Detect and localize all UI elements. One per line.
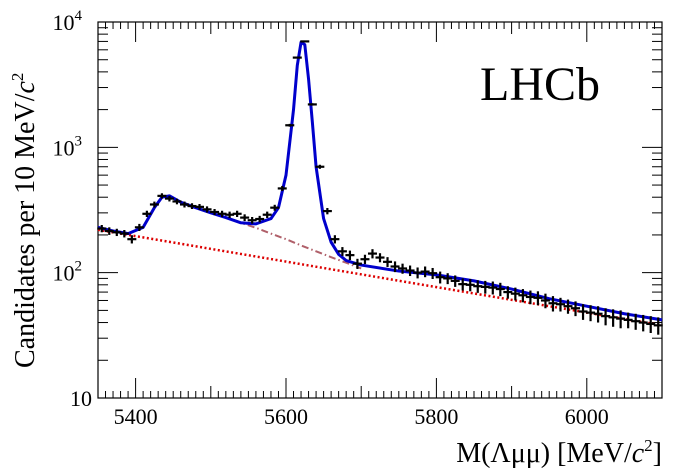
data-point: [315, 164, 325, 169]
data-point: [322, 208, 332, 215]
data-point: [420, 266, 430, 278]
data-point: [398, 263, 408, 274]
y-tick-labels: 10 102 103 104: [53, 8, 93, 411]
data-point: [127, 235, 137, 244]
data-point: [428, 267, 438, 280]
data-point: [330, 235, 340, 244]
data-point: [104, 227, 114, 235]
data-point: [352, 258, 362, 269]
data-point: [450, 275, 460, 287]
data-points: [97, 40, 663, 335]
data-point: [480, 280, 490, 294]
data-point: [255, 215, 265, 223]
x-tick-labels: 5400 5600 5800 6000: [114, 404, 609, 429]
y-tick-label: 102: [53, 259, 83, 286]
axis-ticks: [97, 22, 663, 399]
data-point: [202, 206, 212, 213]
data-point: [555, 297, 565, 312]
data-point: [495, 282, 505, 297]
data-point: [195, 204, 205, 210]
data-point: [157, 193, 167, 199]
data-point: [488, 281, 498, 295]
data-point: [435, 271, 445, 284]
data-point: [443, 273, 453, 285]
data-point: [458, 278, 468, 291]
data-point: [187, 203, 197, 210]
y-tick-label: 10: [70, 386, 92, 411]
x-tick-label: 5800: [414, 404, 458, 429]
data-point: [586, 305, 596, 322]
data-point: [134, 223, 144, 232]
data-point: [608, 309, 618, 327]
data-point: [616, 310, 626, 329]
data-point: [179, 201, 189, 208]
data-point: [503, 286, 513, 299]
data-point: [390, 261, 400, 273]
data-point: [367, 249, 377, 259]
data-point: [525, 290, 535, 305]
fit-curve-dotted: [97, 228, 663, 327]
data-point: [533, 291, 543, 306]
x-tick-label: 6000: [565, 404, 609, 429]
data-point: [97, 225, 107, 233]
data-point: [149, 201, 159, 208]
data-point: [210, 209, 220, 216]
data-point: [172, 198, 182, 205]
data-point: [601, 308, 611, 326]
x-tick-label: 5600: [264, 404, 308, 429]
data-point: [375, 253, 385, 263]
data-point: [262, 211, 272, 219]
y-tick-label: 103: [53, 133, 83, 160]
data-point: [646, 316, 656, 334]
data-point: [300, 40, 310, 43]
data-point: [465, 279, 475, 292]
data-point: [473, 280, 483, 293]
data-point: [112, 228, 122, 237]
data-point: [345, 250, 355, 261]
data-point: [360, 254, 370, 265]
data-point: [225, 211, 235, 219]
x-axis-title: M(Λμμ) [MeV/c2]: [456, 436, 662, 469]
y-axis-title: Candidates per 10 MeV/c2: [8, 73, 41, 368]
fit-curves: [97, 40, 663, 327]
data-point: [285, 123, 295, 127]
data-point: [563, 299, 573, 314]
data-point: [593, 306, 603, 323]
data-point: [142, 210, 152, 218]
data-point: [217, 210, 227, 218]
lhcb-annotation: LHCb: [480, 58, 600, 111]
y-tick-label: 104: [53, 8, 83, 35]
data-point: [164, 195, 174, 202]
data-point: [277, 185, 287, 192]
data-point: [270, 204, 280, 211]
fit-curve-solid: [97, 40, 663, 322]
data-point: [548, 296, 558, 312]
data-point: [540, 293, 550, 309]
data-point: [232, 210, 242, 218]
data-point: [292, 56, 302, 59]
data-point: [631, 313, 641, 330]
plot-frame: [97, 21, 663, 399]
x-tick-label: 5400: [114, 404, 158, 429]
data-point: [653, 317, 663, 335]
data-point: [383, 257, 393, 267]
data-point: [240, 214, 250, 222]
data-point: [119, 229, 129, 238]
data-point: [518, 289, 528, 303]
data-point: [623, 312, 633, 329]
data-point: [413, 267, 423, 279]
data-point: [247, 217, 257, 224]
data-point: [510, 287, 520, 301]
data-point: [571, 301, 581, 317]
data-point: [337, 247, 347, 256]
data-point: [578, 304, 588, 320]
data-point: [405, 265, 415, 277]
data-point: [307, 103, 317, 106]
data-point: [638, 314, 648, 332]
